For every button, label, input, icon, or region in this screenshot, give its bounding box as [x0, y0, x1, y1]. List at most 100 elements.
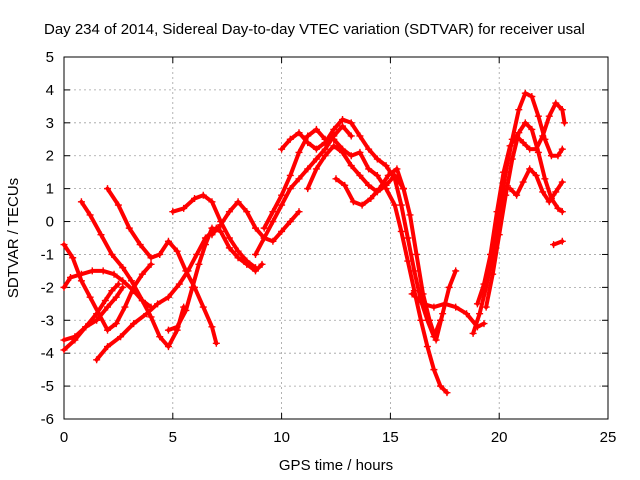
data-point	[101, 297, 109, 305]
data-point	[500, 168, 508, 176]
data-point	[365, 181, 373, 189]
data-point	[473, 300, 481, 308]
data-point	[432, 336, 440, 344]
y-tick-label: -2	[41, 279, 54, 296]
data-point	[347, 152, 355, 160]
data-point	[391, 201, 399, 209]
data-point	[217, 227, 225, 235]
data-point	[164, 326, 172, 334]
data-point	[175, 280, 183, 288]
data-point	[539, 132, 547, 140]
data-point	[445, 283, 453, 291]
data-point	[164, 293, 172, 301]
data-point	[60, 241, 68, 249]
data-point	[404, 234, 412, 242]
data-point	[367, 195, 375, 203]
data-point	[558, 237, 566, 245]
data-point	[469, 329, 477, 337]
grid	[64, 57, 608, 419]
data-point	[77, 277, 85, 285]
data-point	[77, 270, 85, 278]
data-point	[393, 165, 401, 173]
data-point	[558, 178, 566, 186]
data-point	[426, 316, 434, 324]
tick-labels: 0 5 10 15 20 25 -6 -5 -4 -3 -2 -1 0 1 2 3 4 5	[41, 49, 617, 446]
series-track-16	[330, 135, 451, 397]
data-point	[104, 343, 112, 351]
data-point	[493, 208, 501, 216]
data-point	[93, 356, 101, 364]
data-point	[506, 185, 514, 193]
data-point	[347, 119, 355, 127]
data-point	[208, 323, 216, 331]
data-point	[532, 171, 540, 179]
y-tick-label: 0	[46, 214, 54, 231]
data-point	[439, 310, 447, 318]
data-point	[121, 303, 129, 311]
series-track-15	[332, 165, 460, 344]
data-point	[513, 191, 521, 199]
y-tick-label: 5	[46, 49, 54, 66]
series-trace	[170, 193, 258, 270]
x-tick-label: 5	[169, 429, 177, 446]
data-point	[188, 283, 196, 291]
y-tick-label: 3	[46, 115, 54, 132]
data-point	[321, 145, 329, 153]
data-point	[225, 244, 233, 252]
series-track-06	[104, 185, 220, 347]
series-trace	[331, 137, 449, 395]
x-axis-label: GPS time / hours	[279, 457, 393, 474]
data-point	[339, 145, 347, 153]
data-point	[184, 267, 192, 275]
data-point	[519, 139, 527, 147]
data-point	[147, 260, 155, 268]
data-point	[441, 300, 449, 308]
data-point	[528, 92, 536, 100]
data-point	[169, 208, 177, 216]
data-point	[208, 231, 216, 239]
data-point	[60, 346, 68, 354]
data-point	[138, 297, 146, 305]
data-point	[82, 323, 90, 331]
data-point	[234, 247, 242, 255]
data-point	[552, 188, 560, 196]
series-track-14	[304, 142, 407, 196]
data-point	[358, 201, 366, 209]
data-point	[417, 316, 425, 324]
axis-ticks	[63, 56, 609, 420]
data-point	[243, 257, 251, 265]
data-point	[164, 343, 172, 351]
series-track-11	[251, 122, 355, 258]
data-point	[93, 310, 101, 318]
data-point	[376, 185, 384, 193]
data-point	[182, 306, 190, 314]
data-point	[495, 231, 503, 239]
data-point	[356, 148, 364, 156]
data-point	[110, 270, 118, 278]
series-trace	[262, 127, 328, 231]
data-point	[347, 132, 355, 140]
data-point	[526, 165, 534, 173]
data-point	[130, 320, 138, 328]
data-point	[554, 152, 562, 160]
series-trace	[305, 143, 406, 194]
data-point	[201, 241, 209, 249]
y-tick-label: -6	[41, 411, 54, 428]
data-point	[321, 139, 329, 147]
data-point	[519, 178, 527, 186]
data-point	[278, 201, 286, 209]
data-point	[330, 125, 338, 133]
data-point	[86, 293, 94, 301]
data-point	[143, 310, 151, 318]
data-point	[312, 145, 320, 153]
data-point	[269, 218, 277, 226]
y-axis-label: SDTVAR / TECUs	[5, 178, 22, 298]
data-point	[550, 241, 558, 249]
data-point	[119, 283, 127, 291]
data-point	[147, 254, 155, 262]
y-tick-label: 1	[46, 181, 54, 198]
data-point	[234, 254, 242, 262]
data-point	[86, 211, 94, 219]
data-point	[147, 313, 155, 321]
